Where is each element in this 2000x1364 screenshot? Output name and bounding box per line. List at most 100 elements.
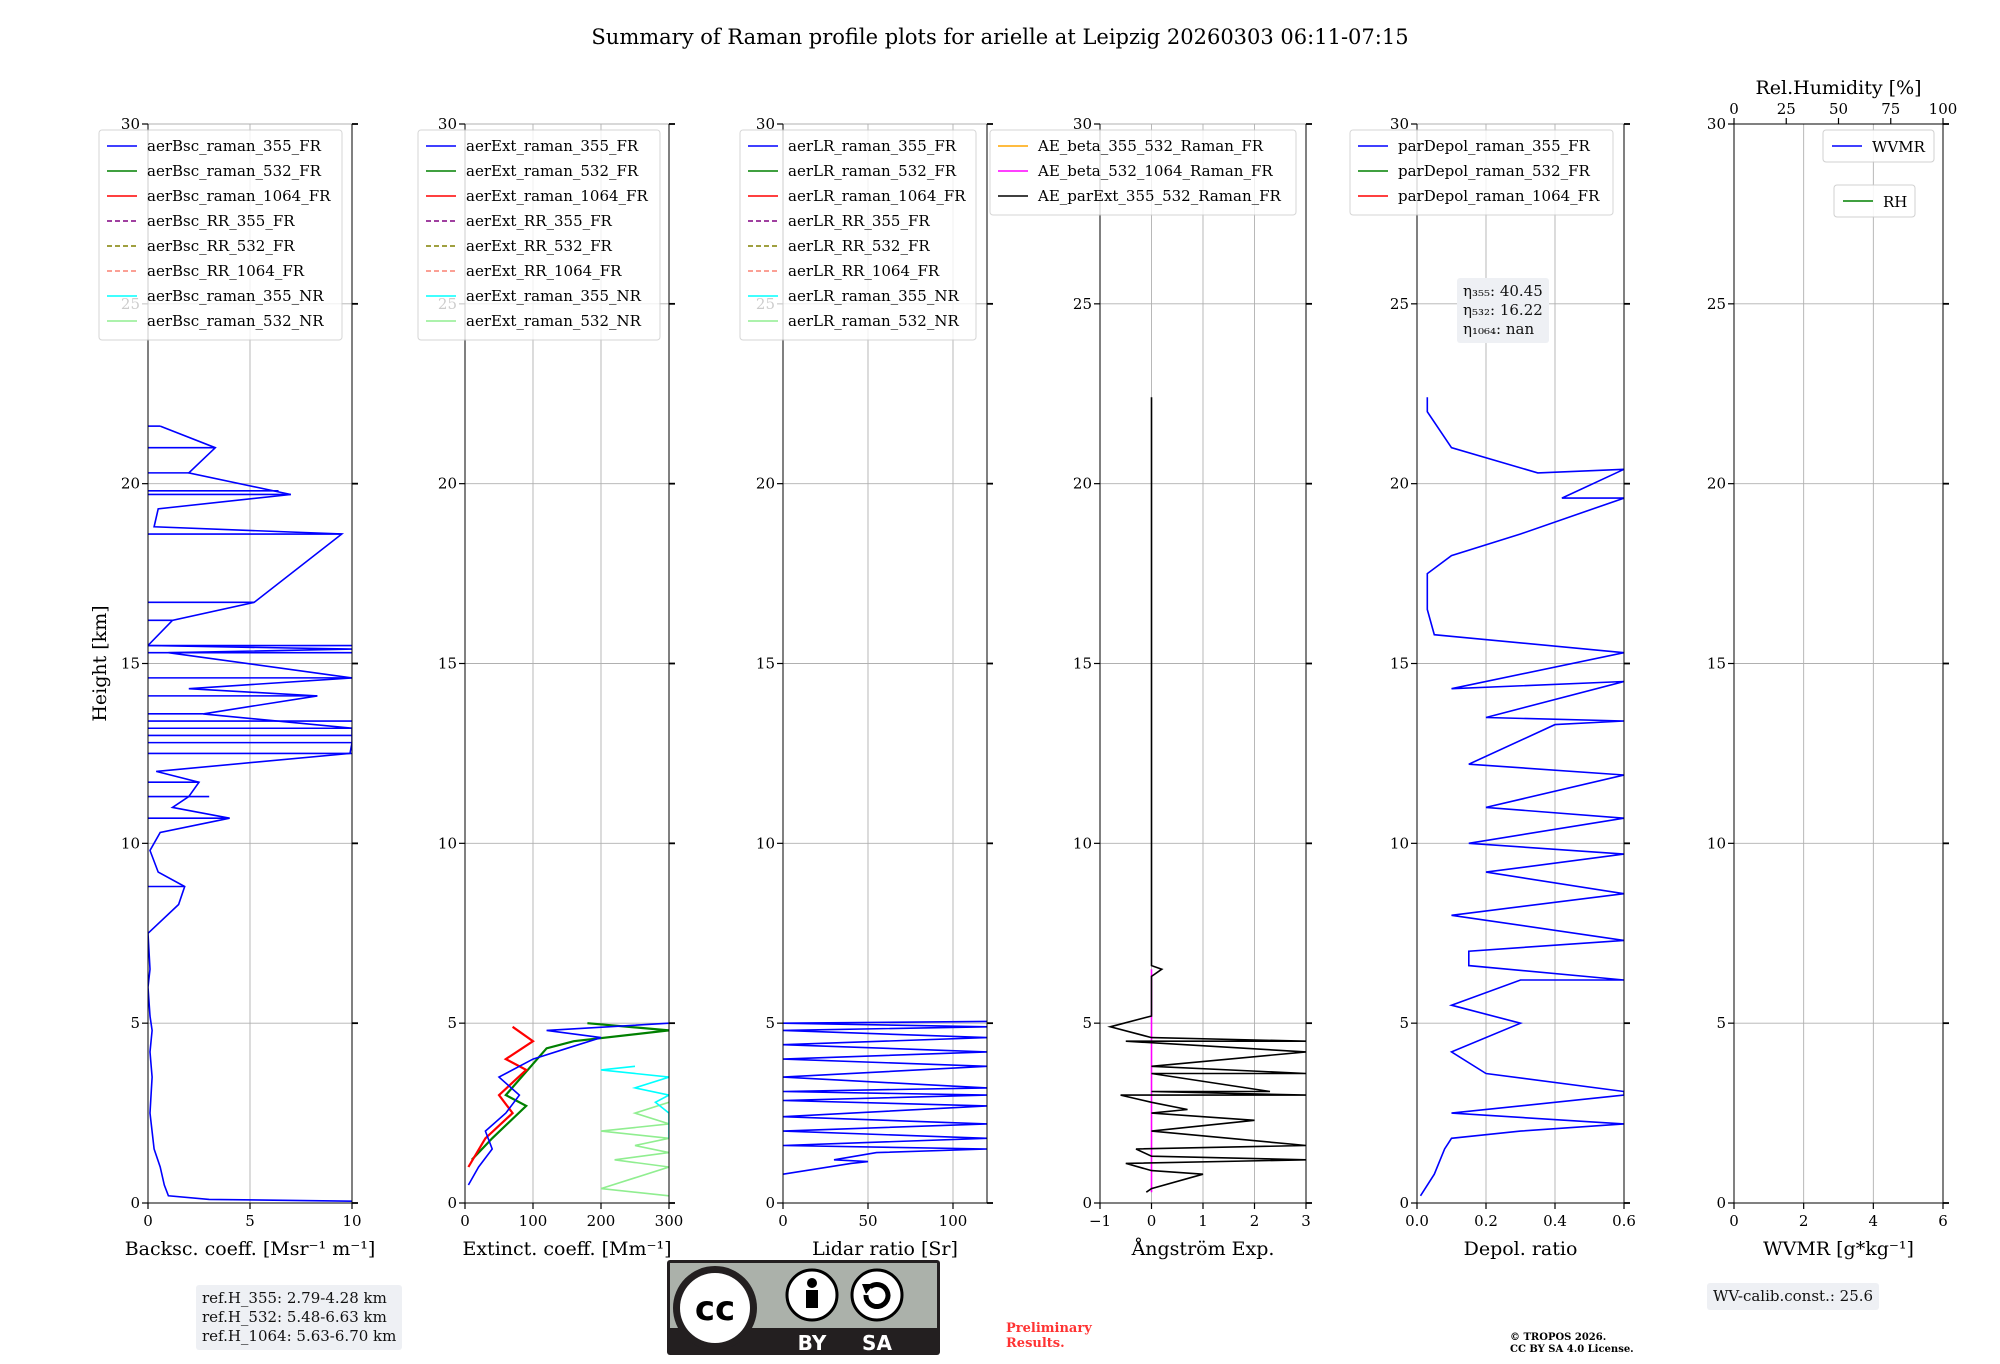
panel-lr: 051015202530050100Lidar ratio [Sr]aerLR_… bbox=[739, 115, 993, 1260]
legend-label: aerLR_RR_1064_FR bbox=[788, 262, 940, 280]
x-tick-label: 300 bbox=[655, 1212, 684, 1230]
panel-ext: 0510152025300100200300Extinct. coeff. [M… bbox=[417, 115, 684, 1260]
y-tick-label: 30 bbox=[438, 115, 457, 133]
y-tick-label: 0 bbox=[130, 1194, 140, 1212]
legend-wvmr: WVMR bbox=[1822, 129, 1935, 163]
legend-label: AE_parExt_355_532_Raman_FR bbox=[1037, 187, 1282, 205]
legend-label: parDepol_raman_355_FR bbox=[1398, 137, 1591, 155]
legend-label: aerExt_raman_532_NR bbox=[466, 312, 642, 330]
y-axis-label: Height [km] bbox=[89, 605, 111, 721]
eta532-text: η₅₃₂: 16.22 bbox=[1463, 301, 1543, 319]
legend-bsc: aerBsc_raman_355_FR aerBsc_raman_532_FRae… bbox=[98, 129, 343, 341]
reference-height-box: ref.H_355: 2.79-4.28 km ref.H_532: 5.48-… bbox=[196, 1285, 403, 1350]
cc-text: cc bbox=[695, 1289, 735, 1329]
x-tick-label: 0 bbox=[143, 1212, 153, 1230]
legend-frame bbox=[1349, 129, 1614, 216]
wv-calibration-box: WV-calib.const.: 25.6 bbox=[1707, 1283, 1880, 1310]
y-tick-label: 10 bbox=[1073, 834, 1092, 852]
legend-frame bbox=[1822, 129, 1935, 163]
top-tick-label: 100 bbox=[1929, 100, 1958, 118]
copyright-line1: © TROPOS 2026. bbox=[1510, 1332, 1606, 1343]
x-tick-label: 1 bbox=[1198, 1212, 1208, 1230]
legend-label: AE_beta_532_1064_Raman_FR bbox=[1037, 162, 1273, 180]
series-line-aerExt_raman_355_FR bbox=[467, 1022, 669, 1186]
x-tick-label: 2 bbox=[1799, 1212, 1809, 1230]
y-tick-label: 30 bbox=[1390, 115, 1409, 133]
y-tick-label: 20 bbox=[1707, 475, 1726, 493]
x-tick-label: 6 bbox=[1938, 1212, 1948, 1230]
legend-label: AE_beta_355_532_Raman_FR bbox=[1037, 137, 1264, 155]
legend-label: parDepol_raman_1064_FR bbox=[1398, 187, 1600, 205]
legend-label: aerBsc_RR_532_FR bbox=[147, 237, 295, 255]
sa-share-alike-icon bbox=[850, 1268, 904, 1322]
y-tick-label: 30 bbox=[121, 115, 140, 133]
y-tick-label: 20 bbox=[121, 475, 140, 493]
preliminary-line2: Results. bbox=[1006, 1336, 1065, 1351]
y-tick-label: 10 bbox=[756, 834, 775, 852]
legend-label: aerLR_RR_355_FR bbox=[788, 212, 930, 230]
legend-label: aerExt_raman_355_NR bbox=[466, 287, 642, 305]
panel-bsc: 0510152025300510Backsc. coeff. [Msr⁻¹ m⁻… bbox=[89, 115, 375, 1260]
x-tick-label: 2 bbox=[1250, 1212, 1260, 1230]
legend-label: aerBsc_raman_355_FR bbox=[147, 137, 322, 155]
legend-frame bbox=[989, 129, 1297, 216]
x-tick-label: 0.2 bbox=[1474, 1212, 1498, 1230]
data-layer bbox=[148, 425, 352, 1202]
x-tick-label: 100 bbox=[939, 1212, 968, 1230]
series-line-aerExt_raman_355_NR bbox=[600, 1065, 669, 1139]
top-tick-label: 25 bbox=[1777, 100, 1796, 118]
series-line-aerExt_raman_1064_FR bbox=[467, 1025, 535, 1168]
y-tick-label: 15 bbox=[1073, 655, 1092, 673]
y-tick-label: 20 bbox=[756, 475, 775, 493]
cc-circle-icon bbox=[680, 1273, 750, 1343]
eta355-text: η₃₅₅: 40.45 bbox=[1463, 282, 1543, 300]
x-tick-label: 0 bbox=[1729, 1212, 1739, 1230]
y-tick-label: 5 bbox=[1399, 1014, 1409, 1032]
x-axis-label: Depol. ratio bbox=[1464, 1238, 1578, 1260]
y-tick-label: 0 bbox=[1716, 1194, 1726, 1212]
series-line-aerExt_raman_532_FR bbox=[471, 1022, 669, 1161]
y-tick-label: 15 bbox=[756, 655, 775, 673]
x-tick-label: 5 bbox=[245, 1212, 255, 1230]
y-tick-label: 25 bbox=[1707, 295, 1726, 313]
legend-label: RH bbox=[1883, 193, 1907, 211]
data-layer bbox=[467, 1022, 669, 1197]
x-axis-label: Ångström Exp. bbox=[1131, 1238, 1275, 1260]
legend-label: aerBsc_RR_355_FR bbox=[147, 212, 295, 230]
legend-label: aerLR_raman_355_FR bbox=[788, 137, 957, 155]
y-tick-label: 5 bbox=[1716, 1014, 1726, 1032]
x-axis-label: Lidar ratio [Sr] bbox=[812, 1238, 958, 1260]
legend-label: aerBsc_raman_355_NR bbox=[147, 287, 324, 305]
refh-355: ref.H_355: 2.79-4.28 km bbox=[202, 1289, 387, 1307]
refh-1064: ref.H_1064: 5.63-6.70 km bbox=[202, 1327, 397, 1345]
y-tick-label: 10 bbox=[121, 834, 140, 852]
x-tick-label: 100 bbox=[519, 1212, 548, 1230]
top-tick-label: 50 bbox=[1829, 100, 1848, 118]
legend-label: aerLR_raman_355_NR bbox=[788, 287, 959, 305]
legend-lr: aerLR_raman_355_FR aerLR_raman_532_FR aerL… bbox=[739, 129, 977, 341]
legend-label: WVMR bbox=[1872, 138, 1926, 156]
y-tick-label: 5 bbox=[447, 1014, 457, 1032]
copyright-line2: CC BY SA 4.0 License. bbox=[1510, 1344, 1634, 1355]
y-tick-label: 0 bbox=[1399, 1194, 1409, 1212]
eta-info-box: η₃₅₅: 40.45 η₅₃₂: 16.22 η₁₀₆₄: nan bbox=[1457, 278, 1549, 343]
y-tick-label: 10 bbox=[438, 834, 457, 852]
data-layer bbox=[783, 1020, 987, 1175]
y-tick-label: 5 bbox=[130, 1014, 140, 1032]
y-tick-label: 30 bbox=[1073, 115, 1092, 133]
top-tick-label: 0 bbox=[1729, 100, 1739, 118]
x-tick-label: 50 bbox=[858, 1212, 877, 1230]
legend-frame bbox=[417, 129, 661, 341]
legend-label: aerBsc_raman_532_NR bbox=[147, 312, 324, 330]
x-tick-label: 0.6 bbox=[1612, 1212, 1636, 1230]
x-tick-label: 10 bbox=[342, 1212, 361, 1230]
series-line-aerLR_raman_355_FR bbox=[783, 1020, 987, 1175]
y-tick-label: 15 bbox=[1390, 655, 1409, 673]
preliminary-line1: Preliminary bbox=[1006, 1321, 1092, 1336]
eta1064-text: η₁₀₆₄: nan bbox=[1463, 320, 1535, 338]
x-tick-label: 3 bbox=[1301, 1212, 1311, 1230]
legend-label: parDepol_raman_532_FR bbox=[1398, 162, 1591, 180]
